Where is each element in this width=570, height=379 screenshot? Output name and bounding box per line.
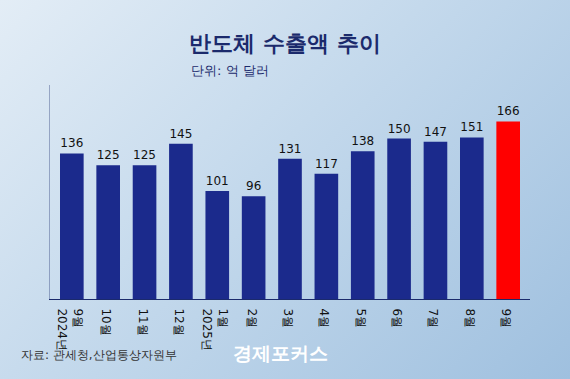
svg-text:8월: 8월 [463,308,477,328]
svg-text:9월: 9월 [499,308,513,328]
svg-text:10월: 10월 [99,308,113,335]
svg-text:136: 136 [60,136,83,150]
svg-text:1월2025년: 1월2025년 [200,308,230,351]
svg-text:101: 101 [206,174,229,188]
svg-text:131: 131 [279,142,302,156]
svg-text:자료: 관세청,산업통상자원부: 자료: 관세청,산업통상자원부 [21,348,177,362]
svg-text:117: 117 [315,157,338,171]
svg-text:145: 145 [169,127,192,141]
svg-text:147: 147 [424,125,447,139]
svg-text:4월: 4월 [317,308,331,328]
svg-text:12월: 12월 [172,308,186,335]
svg-text:138: 138 [351,134,374,148]
svg-text:7월: 7월 [426,308,440,328]
svg-text:2월: 2월 [245,308,259,328]
svg-text:9월2024년: 9월2024년 [55,308,85,351]
svg-text:6월: 6월 [390,308,404,328]
svg-text:166: 166 [497,104,520,118]
svg-text:150: 150 [388,122,411,136]
svg-text:125: 125 [97,148,120,162]
svg-text:5월: 5월 [354,308,368,328]
svg-text:경제포커스: 경제포커스 [233,342,328,364]
svg-text:반도체 수출액 추이: 반도체 수출액 추이 [189,31,380,56]
svg-text:125: 125 [133,148,156,162]
svg-text:단위: 억 달러: 단위: 억 달러 [191,63,269,78]
svg-text:11월: 11월 [136,308,150,335]
svg-text:3월: 3월 [281,308,295,328]
svg-text:151: 151 [460,120,483,134]
svg-text:96: 96 [246,179,261,193]
